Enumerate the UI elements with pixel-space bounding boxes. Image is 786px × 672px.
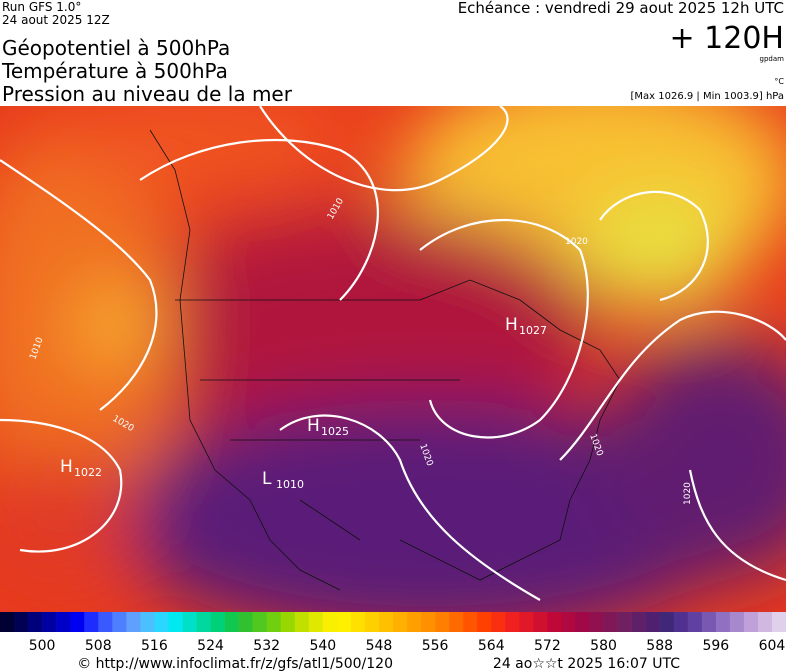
run-date: 24 aout 2025 12Z: [2, 13, 110, 27]
colorbar-swatch: [0, 612, 15, 632]
colorbar-swatch: [589, 612, 604, 632]
unit: °C: [774, 77, 784, 86]
colorbar-swatch: [477, 612, 492, 632]
footer-url: © http://www.infoclimat.fr/z/gfs/atl1/50…: [77, 656, 393, 672]
colorbar-label: 516: [141, 638, 168, 654]
center-letter: H: [307, 416, 320, 436]
colorbar-swatch: [729, 612, 745, 632]
colorbar-swatch: [238, 612, 253, 632]
center-value: 1027: [519, 324, 547, 337]
contour-label: 1020: [565, 237, 588, 247]
colorbar-swatch: [14, 612, 29, 632]
colorbar-label: 564: [478, 638, 505, 654]
colorbar-swatch: [154, 612, 169, 632]
colorbar-swatch: [98, 612, 113, 632]
colorbar-swatch: [84, 612, 99, 632]
center-value: 1010: [276, 478, 304, 491]
colorbar-swatch: [659, 612, 675, 632]
colorbar-swatch: [757, 612, 773, 632]
center-letter: L: [262, 469, 272, 489]
colorbar-swatch: [519, 612, 534, 632]
center-value: 1025: [321, 425, 349, 438]
title: Géopotentiel à 500hPa: [2, 36, 230, 60]
colorbar-swatch: [266, 612, 282, 632]
colorbar-swatch: [294, 612, 310, 632]
colorbar-swatch: [421, 612, 436, 632]
colorbar-label: 572: [534, 638, 561, 654]
colorbar-swatch: [631, 612, 646, 632]
colorbar-swatch: [771, 612, 786, 632]
colorbar-swatch: [687, 612, 703, 632]
colorbar-label: 524: [197, 638, 224, 654]
colorbar-swatch: [308, 612, 324, 632]
colorbar-label: 604: [759, 638, 786, 654]
colorbar-swatch: [28, 612, 43, 632]
colorbar-label: 556: [422, 638, 449, 654]
colorbar-swatch: [533, 612, 548, 632]
colorbar-swatch: [617, 612, 632, 632]
colorbar-swatch: [701, 612, 717, 632]
unit: gpdam: [760, 55, 785, 63]
colorbar-swatch: [56, 612, 71, 632]
echeance: Echéance : vendredi 29 aout 2025 12h UTC: [458, 0, 784, 17]
colorbar-label: 548: [366, 638, 393, 654]
colorbar-label: 500: [29, 638, 56, 654]
colorbar-swatch: [126, 612, 141, 632]
contour-label: 1020: [683, 482, 693, 505]
colorbar-swatch: [322, 612, 338, 632]
colorbar-swatch: [42, 612, 57, 632]
title: Température à 500hPa: [1, 59, 228, 83]
title: Pression au niveau de la mer: [2, 82, 293, 106]
colorbar-swatch: [224, 612, 239, 632]
footer-date: 24 ao☆☆t 2025 16:07 UTC: [493, 656, 680, 672]
colorbar-label: 540: [309, 638, 336, 654]
colorbar-swatch: [673, 612, 689, 632]
colorbar-swatch: [196, 612, 211, 632]
run-label: Run GFS 1.0°: [2, 0, 81, 14]
colorbar-swatch: [407, 612, 422, 632]
colorbar-label: 588: [646, 638, 673, 654]
colorbar-swatch: [364, 612, 380, 632]
colorbar-swatch: [575, 612, 590, 632]
colorbar-swatch: [280, 612, 296, 632]
colorbar-label: 580: [590, 638, 617, 654]
colorbar-swatch: [112, 612, 127, 632]
map: [0, 106, 786, 612]
colorbar-label: 508: [85, 638, 112, 654]
center-letter: H: [60, 457, 73, 477]
colorbar-swatch: [378, 612, 394, 632]
colorbar-swatch: [449, 612, 464, 632]
center-letter: H: [505, 315, 518, 335]
colorbar-swatch: [603, 612, 618, 632]
colorbar-swatch: [210, 612, 225, 632]
lead-time: + 120H: [670, 21, 785, 56]
colorbar-swatch: [743, 612, 759, 632]
colorbar-swatch: [645, 612, 660, 632]
colorbar-swatch: [435, 612, 450, 632]
colorbar-swatch: [336, 612, 352, 632]
colorbar-swatch: [463, 612, 478, 632]
colorbar-swatch: [505, 612, 520, 632]
colorbar-label: 596: [702, 638, 729, 654]
colorbar-swatch: [252, 612, 267, 632]
colorbar-swatch: [168, 612, 183, 632]
colorbar-swatch: [350, 612, 366, 632]
colorbar-swatch: [182, 612, 197, 632]
colorbar-swatch: [561, 612, 576, 632]
colorbar-swatch: [70, 612, 85, 632]
colorbar-swatch: [491, 612, 506, 632]
colorbar-label: 532: [253, 638, 280, 654]
colorbar-swatch: [547, 612, 562, 632]
pressure-range: [Max 1026.9 | Min 1003.9] hPa: [630, 91, 784, 102]
colorbar-swatch: [393, 612, 408, 632]
colorbar-swatch: [140, 612, 155, 632]
colorbar-swatch: [715, 612, 731, 632]
center-value: 1022: [74, 466, 102, 479]
